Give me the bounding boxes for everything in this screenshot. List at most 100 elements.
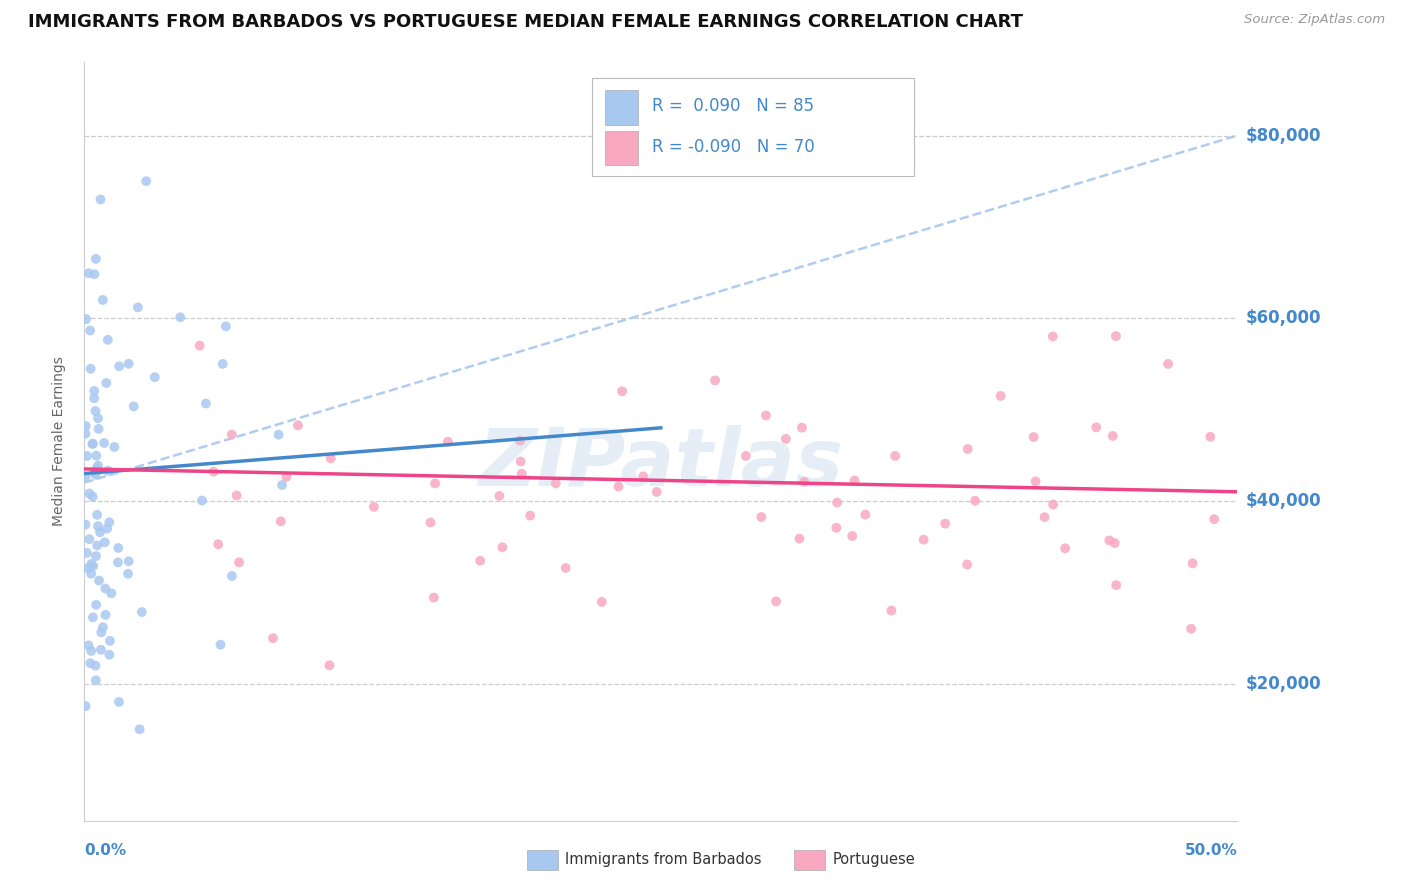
Point (491, 541, 513, 555)
Point (202, 465, 225, 479)
Point (965, 493, 987, 508)
Point (84, 658, 107, 673)
Point (1157, 357, 1180, 371)
Point (83, 267, 105, 281)
Point (90, 625, 112, 640)
Point (934, 516, 956, 531)
Text: R =  0.090   N = 85: R = 0.090 N = 85 (651, 97, 814, 115)
Point (87, 422, 110, 436)
Point (108, 695, 131, 709)
Point (131, 605, 153, 619)
Point (793, 475, 815, 489)
Point (215, 319, 238, 334)
Point (117, 566, 139, 581)
Text: 0.0%: 0.0% (84, 843, 127, 858)
Point (188, 338, 211, 352)
Point (262, 632, 284, 646)
Text: IMMIGRANTS FROM BARBADOS VS PORTUGUESE MEDIAN FEMALE EARNINGS CORRELATION CHART: IMMIGRANTS FROM BARBADOS VS PORTUGUESE M… (28, 13, 1024, 31)
Point (209, 638, 232, 652)
Point (79, 532, 101, 546)
Point (84, 404, 107, 418)
Point (128, 723, 150, 737)
Text: $40,000: $40,000 (1246, 491, 1322, 510)
Point (79, 323, 101, 337)
Point (107, 541, 129, 555)
Point (488, 489, 510, 503)
Point (437, 434, 460, 449)
Point (75, 426, 97, 441)
Point (267, 427, 290, 442)
Point (423, 476, 446, 491)
Point (98, 648, 121, 662)
Text: ZIPatlas: ZIPatlas (478, 425, 844, 503)
Point (884, 449, 907, 463)
Point (94, 607, 117, 622)
Point (80, 644, 103, 658)
Point (270, 514, 292, 528)
Point (276, 470, 298, 484)
Point (775, 432, 797, 446)
Point (103, 440, 125, 454)
Text: $80,000: $80,000 (1246, 127, 1322, 145)
Text: 50.0%: 50.0% (1184, 843, 1237, 858)
Point (221, 569, 243, 583)
Point (191, 493, 214, 508)
Point (844, 474, 866, 488)
Point (87, 574, 110, 588)
Point (1042, 498, 1064, 512)
Point (89, 193, 111, 207)
Point (118, 554, 141, 568)
Point (423, 591, 446, 605)
Point (91, 293, 114, 307)
Point (75, 470, 97, 484)
Point (86, 449, 108, 463)
Text: $60,000: $60,000 (1246, 310, 1322, 327)
Point (84, 252, 107, 266)
Point (122, 400, 145, 414)
Point (108, 359, 131, 374)
Point (645, 484, 668, 499)
Point (1104, 536, 1126, 550)
Point (97, 333, 120, 347)
Point (228, 555, 250, 569)
Point (912, 533, 935, 547)
Point (107, 555, 129, 569)
Point (607, 479, 630, 493)
Point (1085, 420, 1108, 434)
Point (544, 476, 567, 491)
Point (82, 610, 104, 624)
Point (880, 603, 903, 617)
Point (84, 549, 107, 563)
Text: $20,000: $20,000 (1246, 674, 1322, 692)
Point (89, 525, 111, 540)
Point (610, 384, 633, 399)
Point (704, 374, 727, 388)
Point (633, 469, 655, 483)
Point (790, 420, 813, 434)
Point (841, 529, 863, 543)
Point (1054, 541, 1077, 556)
Point (1042, 329, 1064, 343)
Point (84, 673, 107, 688)
Point (749, 510, 772, 524)
Point (169, 310, 191, 325)
Point (117, 357, 139, 371)
Text: Portuguese: Portuguese (832, 853, 915, 867)
Point (75, 419, 97, 434)
Point (1204, 512, 1226, 526)
Point (1025, 475, 1047, 489)
Point (591, 595, 613, 609)
Point (271, 478, 294, 492)
Point (825, 521, 848, 535)
Point (825, 495, 848, 509)
Y-axis label: Median Female Earnings: Median Female Earnings (52, 357, 66, 526)
Point (86, 538, 108, 552)
Point (1181, 556, 1204, 570)
Point (419, 516, 441, 530)
Point (77, 486, 100, 500)
Point (94, 582, 117, 596)
Point (83, 391, 105, 405)
Point (319, 451, 342, 466)
Point (318, 658, 340, 673)
Point (83, 384, 105, 398)
